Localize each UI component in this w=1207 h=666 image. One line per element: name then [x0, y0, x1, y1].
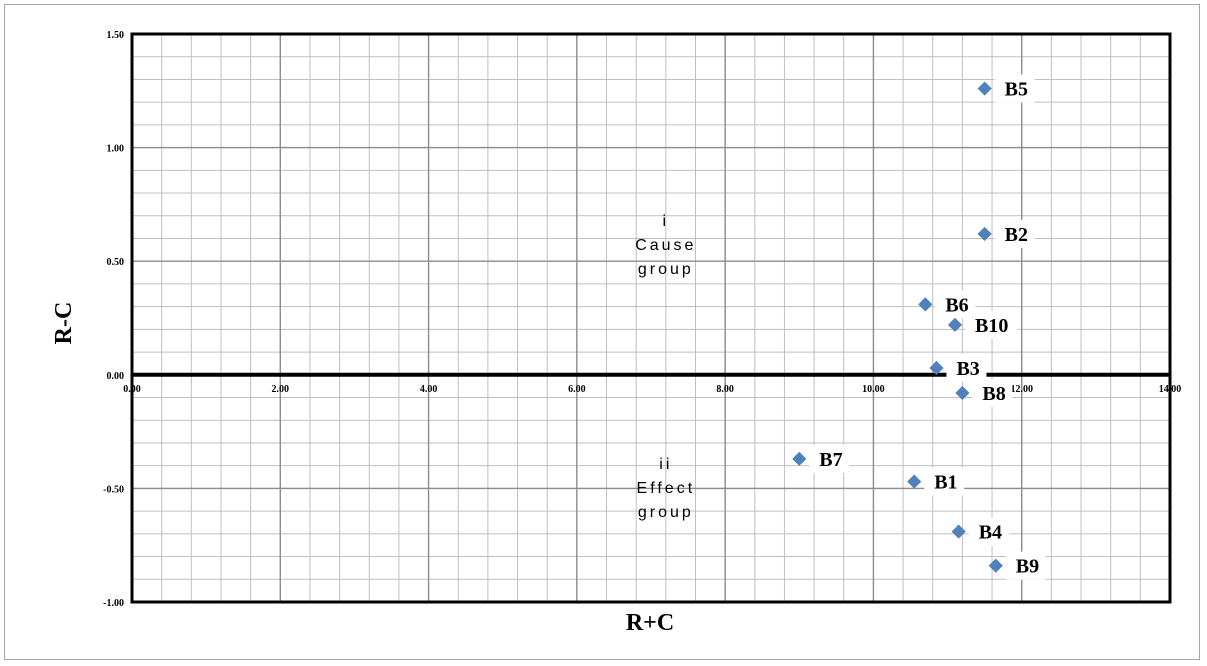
- point-label-bg: [809, 444, 850, 473]
- point-marker: [929, 360, 944, 376]
- point-label-bg: [964, 310, 1018, 339]
- point-label: B9: [1016, 556, 1039, 578]
- group-annotation-line: Cause: [635, 237, 696, 254]
- group-annotation-line: ii: [659, 456, 672, 473]
- y-tick-label: 1.00: [107, 144, 125, 155]
- point-label-bg: [1005, 551, 1046, 580]
- data-point-b7: B7: [792, 444, 850, 473]
- point-label: B8: [982, 383, 1005, 405]
- data-point-b9: B9: [988, 551, 1046, 580]
- group-annotation: ii Effect group: [637, 456, 696, 521]
- point-marker: [951, 524, 966, 539]
- y-tick-label: -0.50: [103, 484, 124, 495]
- x-tick-label: 12.00: [1010, 384, 1033, 395]
- y-tick-label: 0.50: [107, 257, 125, 268]
- x-tick-label: 8.00: [716, 384, 734, 395]
- point-label: B10: [975, 315, 1008, 337]
- group-annotation-line: i: [663, 213, 670, 230]
- x-axis-title: R+C: [626, 610, 674, 636]
- group-annotation-line: group: [638, 261, 694, 278]
- data-point-b2: B2: [977, 219, 1035, 248]
- y-axis-title: R-C: [51, 302, 77, 345]
- data-point-b3: B3: [929, 353, 987, 382]
- point-marker: [947, 317, 963, 332]
- data-point-b10: B10: [947, 310, 1018, 339]
- axes: [130, 32, 1172, 604]
- x-tick-label: 6.00: [568, 384, 586, 395]
- point-marker: [955, 385, 970, 401]
- point-label-bg: [946, 353, 987, 382]
- x-tick-label: 0.00: [123, 384, 141, 395]
- point-label-bg: [994, 219, 1035, 248]
- group-annotation: i Cause group: [635, 213, 696, 278]
- point-marker: [918, 297, 933, 312]
- point-label: B5: [1005, 79, 1028, 101]
- point-label-bg: [924, 467, 965, 496]
- y-tick-label: 1.50: [107, 30, 125, 41]
- chart-frame: 0.00 2.00 4.00 6.00 8.00 10.00 12.00 14.00 1.50 1…: [4, 4, 1200, 660]
- point-marker: [977, 226, 992, 242]
- plot-border: [130, 32, 1172, 604]
- data-point-b8: B8: [955, 378, 1013, 407]
- point-label: B6: [945, 294, 968, 316]
- data-point-b5: B5: [977, 74, 1035, 103]
- point-marker: [988, 558, 1003, 573]
- point-label: B2: [1005, 224, 1028, 246]
- point-label: B1: [934, 472, 957, 494]
- quadrant-annotations: i Cause group ii Effect group: [635, 213, 696, 521]
- x-tick-label: 4.00: [420, 384, 438, 395]
- point-marker: [792, 451, 807, 466]
- point-label: B4: [979, 522, 1002, 544]
- tick-labels: 0.00 2.00 4.00 6.00 8.00 10.00 12.00 14.00 1.50 1…: [103, 30, 1181, 609]
- point-marker: [977, 81, 992, 96]
- point-marker: [907, 474, 922, 489]
- point-label: B7: [819, 449, 842, 471]
- point-label: B3: [956, 358, 979, 380]
- point-label-bg: [994, 74, 1035, 103]
- group-annotation-line: group: [638, 504, 694, 521]
- point-label-bg: [972, 378, 1013, 407]
- x-tick-label: 2.00: [272, 384, 290, 395]
- data-point-b4: B4: [951, 517, 1009, 546]
- y-tick-label: 0.00: [107, 371, 125, 382]
- x-tick-label: 14.00: [1159, 384, 1182, 395]
- data-point-b1: B1: [907, 467, 965, 496]
- y-tick-label: -1.00: [103, 598, 124, 609]
- scatter-chart: 0.00 2.00 4.00 6.00 8.00 10.00 12.00 14.00 1.50 1…: [51, 30, 1181, 636]
- group-annotation-line: Effect: [637, 480, 696, 497]
- x-tick-label: 10.00: [862, 384, 885, 395]
- point-label-bg: [968, 517, 1009, 546]
